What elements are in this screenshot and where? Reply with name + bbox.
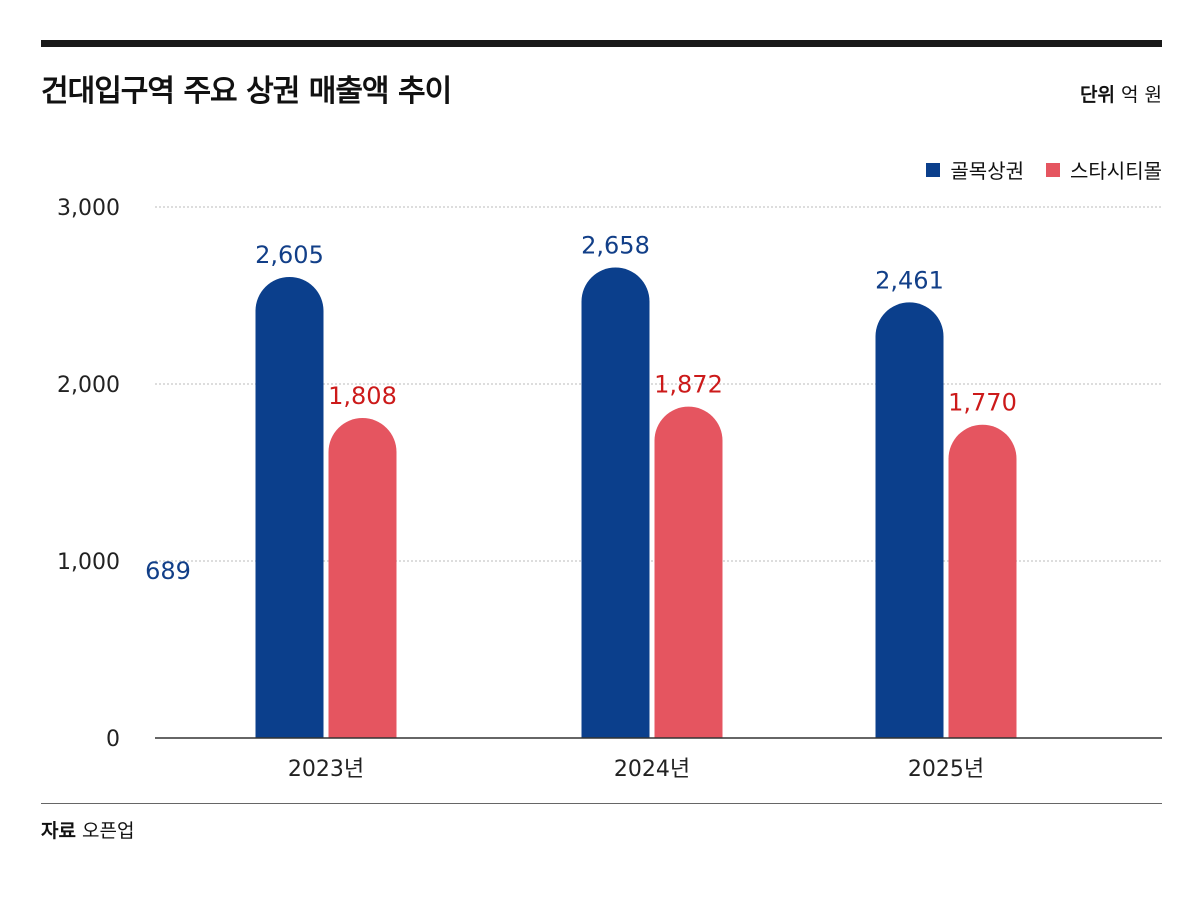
data-label-series2-2023년: 1,808 — [328, 382, 397, 410]
chart-title: 건대입구역 주요 상권 매출액 추이 — [41, 74, 452, 109]
y-tick-label-2000: 2,000 — [57, 373, 120, 398]
legend-label-series1: 골목상권 — [950, 159, 1024, 183]
source-note: 자료 오픈업 — [41, 816, 134, 843]
source-label: 자료 — [41, 820, 76, 842]
x-tick-label-2024년: 2024년 — [614, 757, 690, 782]
bar-series1-2025년 — [875, 302, 944, 738]
legend-item-series1: 골목상권 — [926, 155, 1024, 184]
data-label-series1-2025년: 2,461 — [875, 266, 944, 294]
top-rule — [41, 40, 1162, 47]
legend-item-series2: 스타시티몰 — [1046, 155, 1162, 184]
bar-series2-2023년 — [328, 417, 397, 738]
legend-swatch-series1 — [926, 162, 941, 177]
bar-series1-2023년 — [255, 276, 324, 738]
bar-series2-2025년 — [948, 424, 1017, 738]
data-label-series2-2025년: 1,770 — [948, 389, 1017, 417]
y-tick-label-3000: 3,000 — [57, 196, 120, 221]
y-tick-label-1000: 1,000 — [57, 550, 120, 575]
legend: 골목상권 스타시티몰 — [926, 155, 1162, 184]
stray-value-label: 689 — [145, 557, 191, 585]
unit-label: 단위 — [1079, 84, 1115, 106]
bar-series2-2024년 — [654, 406, 723, 738]
legend-swatch-series2 — [1046, 162, 1060, 177]
data-label-series1-2024년: 2,658 — [581, 232, 650, 260]
data-label-series2-2024년: 1,872 — [654, 371, 723, 399]
bottom-rule — [41, 803, 1162, 804]
unit-value: 억 원 — [1121, 84, 1162, 106]
data-label-series1-2023년: 2,605 — [255, 241, 324, 269]
source-value: 오픈업 — [82, 820, 135, 842]
x-tick-label-2025년: 2025년 — [908, 757, 984, 782]
legend-label-series2: 스타시티몰 — [1070, 159, 1162, 183]
unit-note: 단위 억 원 — [1080, 80, 1162, 107]
y-tick-label-0: 0 — [106, 727, 120, 752]
bar-series1-2024년 — [581, 267, 650, 738]
x-tick-label-2023년: 2023년 — [288, 757, 364, 782]
